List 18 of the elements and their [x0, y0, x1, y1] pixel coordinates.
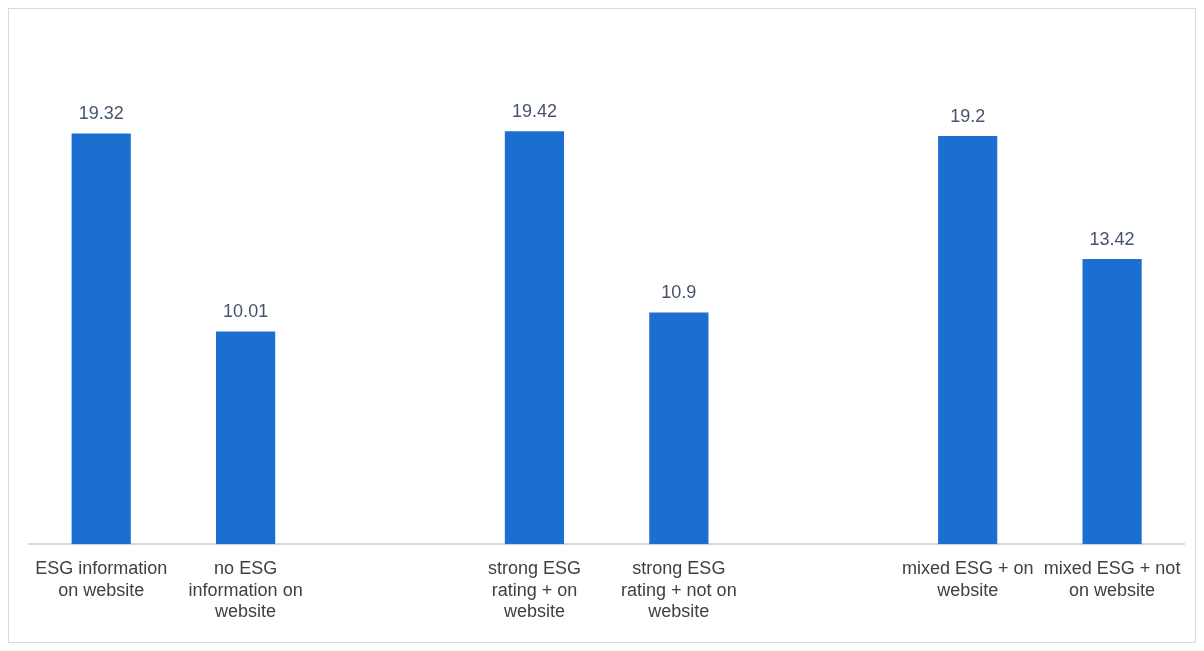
- data-label: 19.42: [511, 101, 557, 122]
- bar: [649, 312, 709, 545]
- x-tick-label: mixed ESG + not on website: [1043, 557, 1181, 600]
- bar: [1082, 258, 1142, 545]
- bar: [938, 136, 998, 545]
- x-tick-label: no ESG information on website: [188, 557, 303, 622]
- x-tick-label: ESG information on website: [35, 557, 168, 600]
- data-label: 19.2: [950, 105, 986, 126]
- bar: [71, 133, 131, 545]
- x-tick-label: strong ESG rating + not on website: [621, 557, 737, 622]
- bar: [216, 331, 276, 545]
- bar: [504, 131, 565, 545]
- data-label: 13.42: [1089, 228, 1135, 249]
- data-label: 19.32: [78, 103, 124, 124]
- x-tick-label: strong ESG rating + on website: [487, 557, 581, 622]
- data-label: 10.01: [223, 301, 269, 322]
- x-tick-label: mixed ESG + on website: [901, 557, 1034, 600]
- data-label: 10.9: [661, 282, 697, 303]
